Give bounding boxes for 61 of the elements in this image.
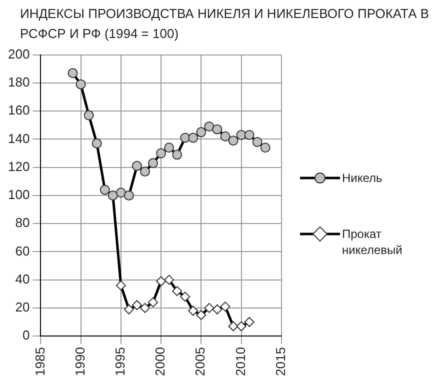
point	[236, 321, 246, 332]
x-tick-label: 1990	[72, 347, 88, 376]
point	[228, 321, 238, 332]
point	[124, 190, 134, 200]
point	[196, 310, 206, 320]
y-tick-label: 100	[8, 187, 30, 202]
point	[68, 68, 78, 78]
point	[148, 158, 158, 168]
point	[76, 79, 86, 90]
point	[228, 136, 238, 146]
y-tick-label: 40	[15, 271, 30, 286]
x-tick-label: 2005	[192, 347, 208, 376]
point	[212, 124, 222, 134]
x-tick-label: 2010	[232, 347, 248, 376]
point	[132, 160, 142, 171]
point	[172, 286, 182, 296]
point	[204, 302, 214, 313]
point	[100, 184, 110, 195]
point	[244, 130, 254, 140]
y-tick-label: 160	[8, 102, 30, 118]
y-tick-label: 0	[22, 328, 30, 343]
point	[244, 317, 254, 328]
point	[212, 304, 222, 314]
y-tick-label: 80	[15, 215, 30, 230]
point	[156, 148, 166, 158]
chart-title: ИНДЕКСЫ ПРОИЗВОДСТВА НИКЕЛЯ И НИКЕЛЕВОГО ПРОКАТА В РСФСР И РФ (1994 = 100)	[19, 5, 430, 43]
y-tick-label: 120	[8, 158, 30, 174]
x-tick-label: 1995	[112, 347, 128, 376]
point	[196, 127, 206, 138]
point	[204, 122, 214, 132]
y-tick-label: 180	[8, 74, 30, 90]
point	[140, 302, 150, 313]
point	[180, 292, 190, 302]
point	[116, 188, 126, 198]
x-tick-label: 2015	[272, 347, 288, 376]
point	[236, 130, 246, 140]
point	[164, 142, 174, 153]
point	[260, 142, 270, 153]
point	[84, 110, 94, 120]
point	[188, 132, 198, 143]
point	[148, 297, 158, 308]
y-tick-label: 200	[8, 46, 30, 62]
point	[188, 306, 198, 316]
x-tick-label: 2000	[152, 347, 168, 376]
point	[252, 136, 262, 147]
point	[172, 150, 182, 160]
y-tick-label: 20	[15, 300, 30, 315]
point	[220, 131, 230, 142]
point	[116, 280, 126, 290]
x-tick-label: 1985	[32, 347, 48, 376]
y-tick-label: 60	[15, 243, 30, 258]
point	[124, 304, 134, 314]
legend-label: Никель	[342, 170, 382, 186]
point	[220, 302, 230, 312]
point	[156, 276, 166, 286]
point	[140, 166, 150, 177]
point	[164, 274, 174, 285]
legend-label: Прокат никелевый	[342, 226, 404, 258]
point	[132, 300, 142, 310]
point	[92, 138, 102, 148]
y-tick-label: 140	[8, 130, 30, 146]
